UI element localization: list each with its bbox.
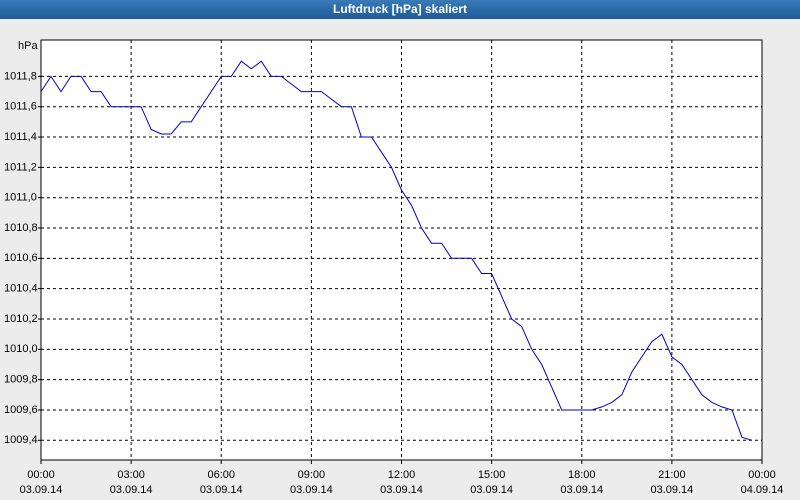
x-tick-label: 00:00 bbox=[27, 469, 55, 481]
y-tick-label: 1010,8 bbox=[4, 222, 38, 234]
x-tick-label: 09:00 bbox=[298, 469, 326, 481]
y-axis-label: hPa bbox=[18, 40, 38, 52]
x-tick-label: 15:00 bbox=[478, 469, 506, 481]
x-tick-label: 03:00 bbox=[117, 469, 145, 481]
y-tick-label: 1010,2 bbox=[4, 313, 38, 325]
y-tick-label: 1011,2 bbox=[4, 161, 37, 173]
y-tick-label: 1011,4 bbox=[4, 131, 37, 143]
x-tick-label: 21:00 bbox=[658, 469, 686, 481]
y-tick-label: 1009,8 bbox=[4, 374, 38, 386]
y-tick-label: 1011,8 bbox=[4, 70, 37, 82]
x-tick-label: 03.09.14 bbox=[290, 484, 333, 496]
x-tick-label: 03.09.14 bbox=[560, 484, 603, 496]
x-tick-label: 06:00 bbox=[207, 469, 235, 481]
y-tick-label: 1010,4 bbox=[4, 283, 38, 295]
chart-title: Luftdruck [hPa] skaliert bbox=[333, 2, 467, 16]
data-line bbox=[40, 60, 753, 441]
y-tick-label: 1011,6 bbox=[4, 101, 37, 113]
x-tick-label: 03.09.14 bbox=[470, 484, 513, 496]
y-tick-label: 1009,4 bbox=[4, 434, 38, 446]
title-bar bbox=[0, 0, 800, 19]
x-tick-label: 12:00 bbox=[388, 469, 416, 481]
y-tick-label: 1009,6 bbox=[4, 404, 38, 416]
x-tick-label: 03.09.14 bbox=[380, 484, 423, 496]
y-tick-label: 1010,6 bbox=[4, 252, 38, 264]
x-tick-label: 04.09.14 bbox=[741, 484, 784, 496]
y-tick-label: 1010,0 bbox=[4, 343, 38, 355]
x-tick-label: 03.09.14 bbox=[20, 484, 63, 496]
x-tick-label: 03.09.14 bbox=[650, 484, 693, 496]
x-tick-label: 03.09.14 bbox=[200, 484, 243, 496]
y-tick-label: 1011,0 bbox=[4, 192, 37, 204]
x-tick-label: 03.09.14 bbox=[110, 484, 153, 496]
x-tick-label: 00:00 bbox=[748, 469, 776, 481]
x-tick-label: 18:00 bbox=[568, 469, 596, 481]
